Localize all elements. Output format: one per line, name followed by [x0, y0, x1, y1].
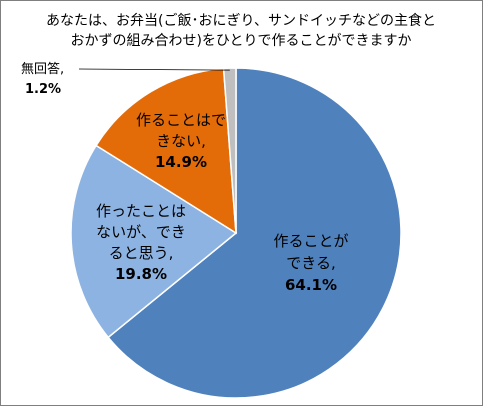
data-label-2: 作ることはできない, 14.9%: [136, 111, 226, 171]
leader-lines: [78, 68, 230, 71]
data-label-1-line-0: 作ったことは: [96, 202, 186, 220]
data-label-1-line-1: ないが、でき: [96, 223, 186, 241]
chart-title-line-1: あなたは、お弁当(ご飯･おにぎり、サンドイッチなどの主食と: [46, 12, 436, 29]
data-label-3-value: 1.2%: [25, 82, 61, 97]
data-label-1: 作ったことはないが、できると思う, 19.8%: [96, 202, 186, 283]
data-label-0-value: 64.1%: [285, 276, 337, 294]
chart-title-line-2: おかずの組み合わせ)をひとりで作ることができますか: [70, 33, 411, 49]
data-labels: 作ることができる, 64.1% 作ったことはないが、できると思う, 19.8% 作ること…: [21, 61, 349, 294]
chart-title: あなたは、お弁当(ご飯･おにぎり、サンドイッチなどの主食と おかずの組み合わせ)…: [46, 12, 436, 49]
data-label-0-line-0: 作ることが: [273, 232, 348, 250]
data-label-1-line-2: ると思う,: [109, 244, 174, 262]
data-label-0-line-1: できる,: [286, 254, 335, 272]
pie-slice-1: [70, 144, 238, 339]
data-label-2-value: 14.9%: [155, 153, 207, 171]
data-label-2-line-0: 作ることはで: [136, 111, 226, 129]
pie-slice-0: [107, 67, 402, 399]
data-label-3-line-0: 無回答,: [21, 61, 64, 77]
leader-line-3: [78, 68, 230, 71]
data-label-1-value: 19.8%: [115, 265, 167, 283]
pie-slice-3: [222, 67, 237, 234]
data-label-3: 無回答, 1.2%: [21, 61, 64, 97]
data-label-2-line-1: きない,: [156, 132, 206, 150]
data-label-0: 作ることができる, 64.1%: [273, 232, 348, 294]
pie-slices: [70, 67, 402, 399]
